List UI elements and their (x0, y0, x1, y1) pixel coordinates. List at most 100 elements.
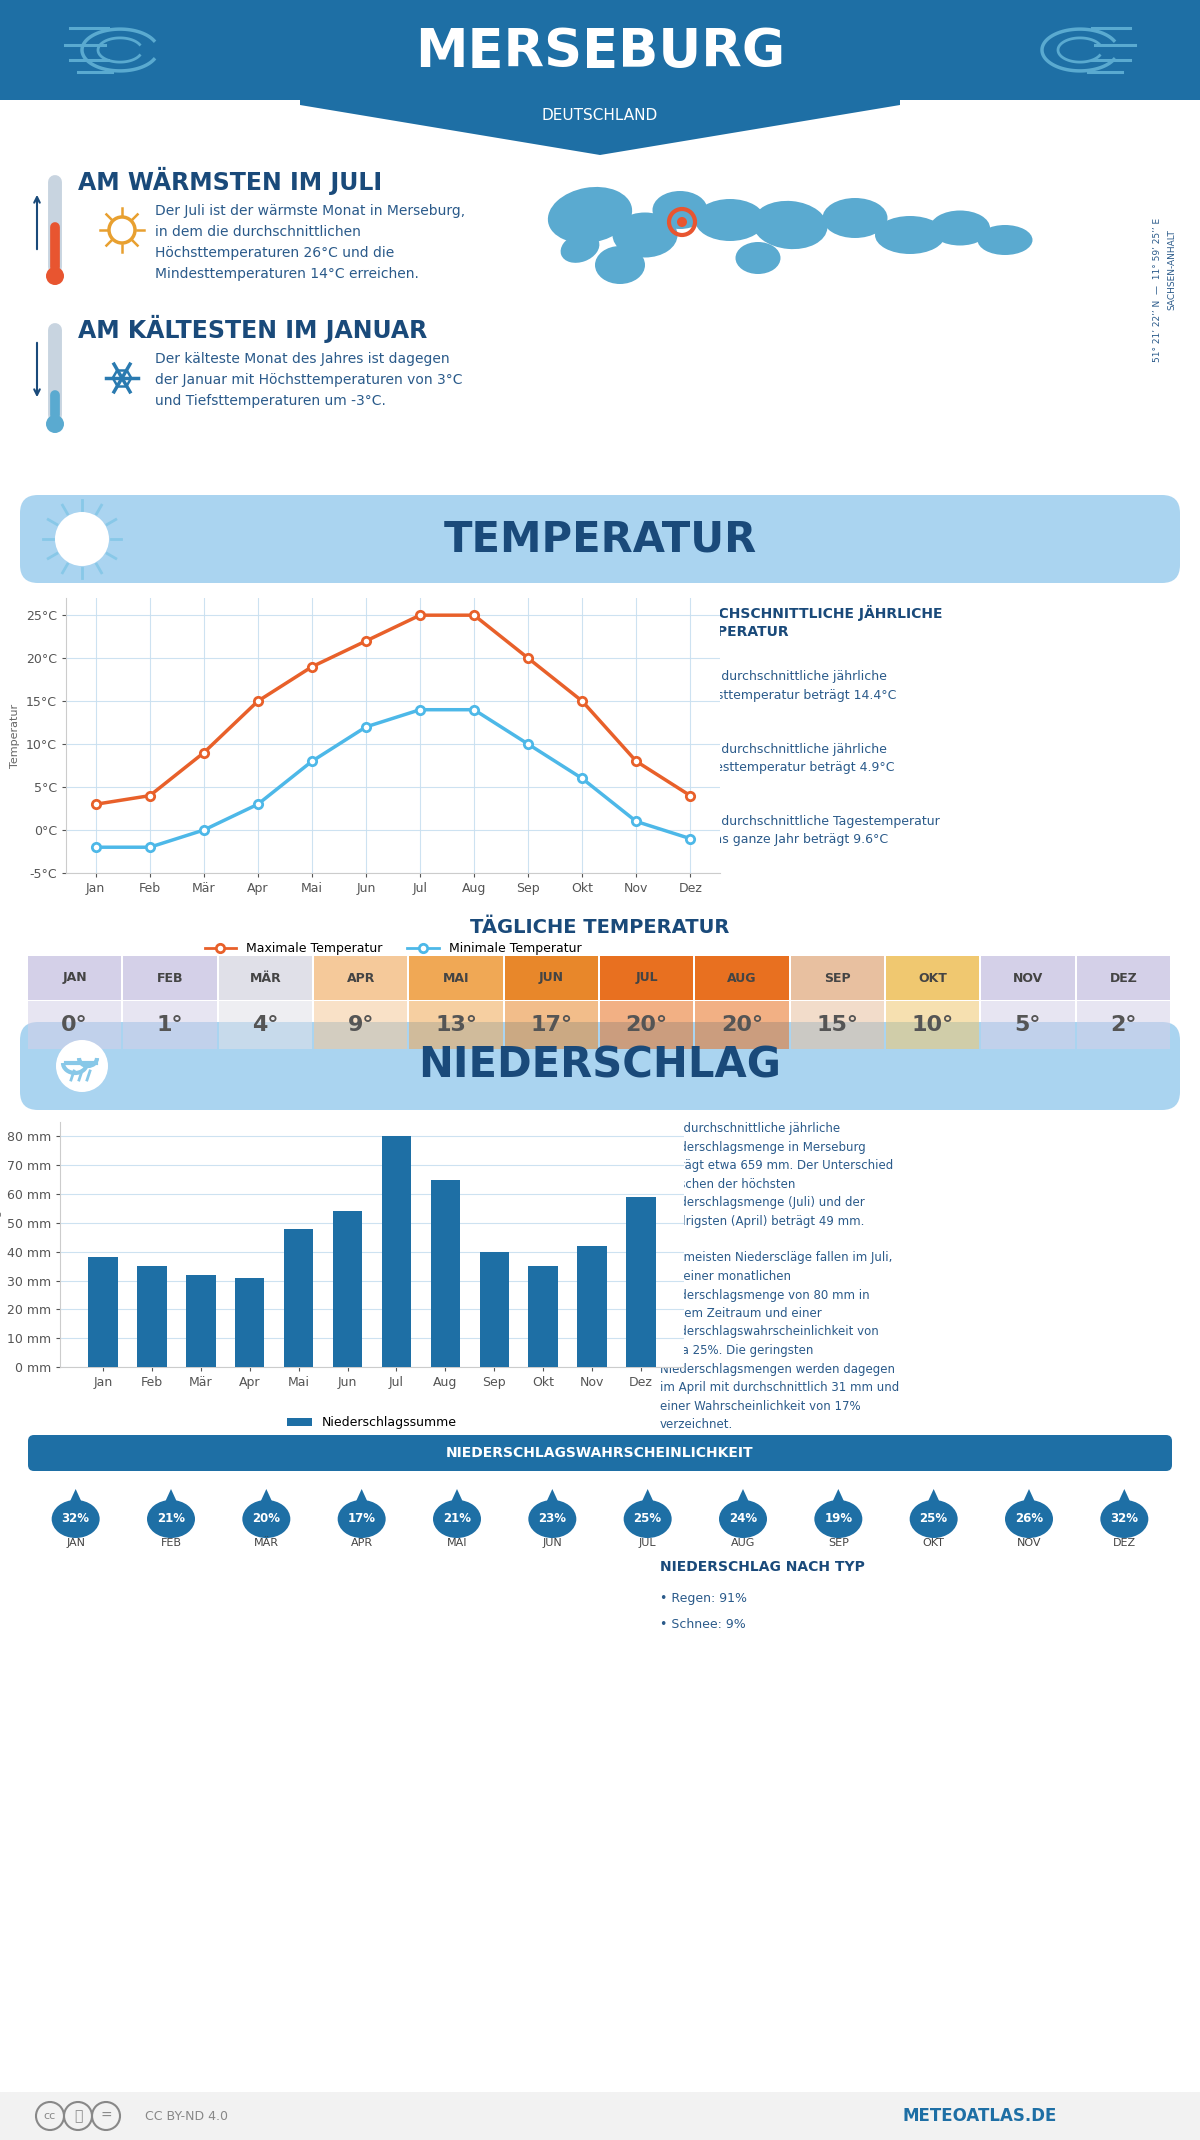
Bar (577, 1245, 607, 1367)
Text: 24%: 24% (728, 1511, 757, 1524)
Text: 23%: 23% (539, 1511, 566, 1524)
Text: CC BY-ND 4.0: CC BY-ND 4.0 (145, 2110, 228, 2123)
Text: 32%: 32% (61, 1511, 90, 1524)
Polygon shape (541, 1489, 563, 1513)
Polygon shape (300, 0, 900, 154)
Text: JUL: JUL (638, 1539, 656, 1547)
Polygon shape (637, 1489, 659, 1513)
Bar (235, 1278, 264, 1367)
Polygon shape (350, 1489, 373, 1513)
Ellipse shape (52, 1500, 100, 1539)
Polygon shape (827, 1489, 850, 1513)
Bar (886, 1002, 979, 1049)
Ellipse shape (528, 1500, 576, 1539)
Text: MAI: MAI (446, 1539, 467, 1547)
Text: SEP: SEP (828, 1539, 848, 1547)
Bar (505, 1002, 598, 1049)
Legend: Maximale Temperatur, Minimale Temperatur: Maximale Temperatur, Minimale Temperatur (199, 937, 587, 961)
Text: TÄGLICHE TEMPERATUR: TÄGLICHE TEMPERATUR (470, 918, 730, 937)
Text: 26%: 26% (1015, 1511, 1043, 1524)
Text: JUL: JUL (635, 972, 658, 984)
Ellipse shape (595, 246, 646, 285)
Text: 9°: 9° (348, 1014, 374, 1036)
Ellipse shape (695, 199, 766, 242)
Text: AM KÄLTESTEN IM JANUAR: AM KÄLTESTEN IM JANUAR (78, 315, 427, 342)
Bar (791, 957, 884, 999)
Polygon shape (732, 1489, 754, 1513)
Text: • Die durchschnittliche jährliche
Mindesttemperatur beträgt 4.9°C: • Die durchschnittliche jährliche Mindes… (685, 743, 894, 775)
Ellipse shape (719, 1500, 767, 1539)
Bar (982, 1002, 1075, 1049)
Bar (314, 957, 407, 999)
Bar (528, 1267, 558, 1367)
Bar (600, 957, 694, 999)
Text: • Die durchschnittliche Tagestemperatur
für das ganze Jahr beträgt 9.6°C: • Die durchschnittliche Tagestemperatur … (685, 815, 940, 847)
Circle shape (46, 415, 64, 432)
Text: 21%: 21% (157, 1511, 185, 1524)
Bar (431, 1179, 460, 1367)
Text: DURCHSCHNITTLICHE JÄHRLICHE
TEMPERATUR: DURCHSCHNITTLICHE JÄHRLICHE TEMPERATUR (685, 606, 942, 640)
Text: 21%: 21% (443, 1511, 470, 1524)
Bar (505, 957, 598, 999)
Text: 20°: 20° (721, 1014, 763, 1036)
Text: 19%: 19% (824, 1511, 852, 1524)
Bar (124, 957, 217, 999)
Polygon shape (923, 1489, 944, 1513)
Ellipse shape (736, 242, 780, 274)
Bar (382, 1136, 412, 1367)
Text: 17%: 17% (348, 1511, 376, 1524)
Ellipse shape (433, 1500, 481, 1539)
Text: DEZ: DEZ (1109, 972, 1138, 984)
Text: 13°: 13° (436, 1014, 478, 1036)
Ellipse shape (822, 199, 888, 238)
Legend: Niederschlagssumme: Niederschlagssumme (282, 1410, 462, 1434)
Text: Der kälteste Monat des Jahres ist dagegen
der Januar mit Höchsttemperaturen von : Der kälteste Monat des Jahres ist dagege… (155, 351, 462, 409)
Text: MÄR: MÄR (250, 972, 281, 984)
Text: 17°: 17° (530, 1014, 572, 1036)
Ellipse shape (930, 210, 990, 246)
Text: NIEDERSCHLAGSWAHRSCHEINLICHKEIT: NIEDERSCHLAGSWAHRSCHEINLICHKEIT (446, 1447, 754, 1459)
Bar (480, 1252, 509, 1367)
Text: NIEDERSCHLAG: NIEDERSCHLAG (419, 1044, 781, 1087)
Text: JUN: JUN (539, 972, 564, 984)
Bar (0, 0, 1200, 101)
Text: • Die durchschnittliche jährliche
Höchsttemperatur beträgt 14.4°C: • Die durchschnittliche jährliche Höchst… (685, 670, 896, 702)
Polygon shape (160, 1489, 182, 1513)
Text: 20°: 20° (625, 1014, 667, 1036)
Bar (0, 2093, 1200, 2140)
Text: APR: APR (350, 1539, 373, 1547)
Text: 4°: 4° (252, 1014, 278, 1036)
Bar (535, 156, 1130, 452)
Bar (218, 957, 312, 999)
Text: 1°: 1° (157, 1014, 184, 1036)
Polygon shape (1114, 1489, 1135, 1513)
Bar (28, 1002, 121, 1049)
Bar (332, 1211, 362, 1367)
Circle shape (56, 1040, 108, 1091)
Text: MERSEBURG: MERSEBURG (415, 26, 785, 77)
Bar (791, 1002, 884, 1049)
Text: FEB: FEB (157, 972, 184, 984)
Text: AUG: AUG (727, 972, 757, 984)
Text: OKT: OKT (918, 972, 947, 984)
Text: 32%: 32% (1110, 1511, 1139, 1524)
Bar (186, 1275, 216, 1367)
Bar (28, 957, 121, 999)
Text: 15°: 15° (816, 1014, 858, 1036)
Polygon shape (256, 1489, 277, 1513)
Text: NOV: NOV (1013, 972, 1043, 984)
FancyBboxPatch shape (28, 1436, 1172, 1470)
Text: JAN: JAN (66, 1539, 85, 1547)
Text: 5°: 5° (1015, 1014, 1042, 1036)
Text: ⓘ: ⓘ (74, 2110, 82, 2123)
Ellipse shape (548, 186, 632, 244)
Ellipse shape (1100, 1500, 1148, 1539)
Text: 2°: 2° (1110, 1014, 1136, 1036)
Text: 25%: 25% (634, 1511, 661, 1524)
Polygon shape (65, 1489, 86, 1513)
Bar (695, 957, 788, 999)
Text: APR: APR (347, 972, 374, 984)
Text: SACHSEN-ANHALT: SACHSEN-ANHALT (1168, 229, 1176, 310)
Text: 51° 21’ 22’’ N  —  11° 59’ 25’’ E: 51° 21’ 22’’ N — 11° 59’ 25’’ E (1153, 218, 1163, 362)
Text: • Regen: 91%: • Regen: 91% (660, 1592, 746, 1605)
